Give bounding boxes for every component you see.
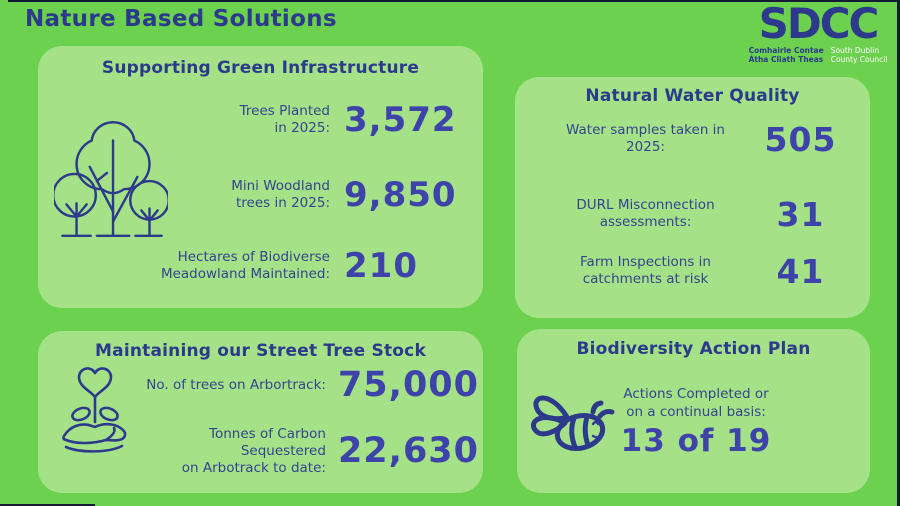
stat-farm-inspections: Farm Inspections in catchments at risk 4… (543, 245, 855, 297)
card-title: Biodiversity Action Plan (576, 339, 811, 359)
plant-in-hand-icon (62, 367, 127, 453)
sdcc-logo-irish-name: Comhairle Contae Átha Cliath Theas (748, 46, 824, 64)
page-title: Nature Based Solutions (25, 6, 337, 32)
card-title: Maintaining our Street Tree Stock (95, 341, 426, 361)
stat-label: Water samples taken in 2025: (566, 122, 725, 155)
stat-label: DURL Misconnection assessments: (576, 197, 715, 230)
card-title: Natural Water Quality (585, 86, 800, 106)
stat-water-samples: Water samples taken in 2025: 505 (543, 113, 855, 165)
stat-value: 31 (776, 194, 825, 234)
stat-value: 505 (764, 119, 837, 159)
stat-durl-misconnection: DURL Misconnection assessments: 31 (543, 188, 855, 240)
card-green-infrastructure: Supporting Green Infrastructure Trees Pl… (38, 46, 483, 308)
stat-value: 9,850 (344, 175, 457, 215)
stat-label: Actions Completed or on a continual basi… (623, 386, 769, 420)
screen-edge-artifact-top (8, 0, 900, 2)
stat-arbortrack-trees: No. of trees on Arbortrack: 75,000 (127, 357, 479, 413)
sdcc-logo-acronym: SDCC (758, 0, 880, 48)
stat-trees-planted: Trees Planted in 2025: 3,572 (134, 92, 476, 148)
card-title: Supporting Green Infrastructure (101, 58, 420, 78)
stat-mini-woodland-trees: Mini Woodland trees in 2025: 9,850 (134, 167, 476, 223)
stat-meadowland-hectares: Hectares of Biodiverse Meadowland Mainta… (134, 238, 476, 294)
screen-edge-artifact-bottom (0, 504, 95, 506)
stat-value: 3,572 (344, 100, 457, 140)
stat-value: 41 (776, 251, 825, 291)
stat-label: Hectares of Biodiverse Meadowland Mainta… (160, 249, 330, 282)
card-street-tree-stock: Maintaining our Street Tree Stock No. of… (38, 331, 483, 493)
stat-label: Mini Woodland trees in 2025: (231, 178, 330, 211)
card-natural-water-quality: Natural Water Quality Water samples take… (515, 77, 870, 318)
card-biodiversity-action-plan: Biodiversity Action Plan Actions Complet… (517, 329, 870, 493)
stat-value: 22,630 (337, 431, 479, 471)
sdcc-logo: SDCC Comhairle Contae Átha Cliath Theas … (748, 0, 888, 65)
sdcc-logo-subtext: Comhairle Contae Átha Cliath Theas South… (748, 46, 888, 64)
stat-value: 210 (344, 246, 418, 286)
trees-icon (54, 121, 168, 238)
stat-value: 13 of 19 (620, 423, 772, 459)
stat-carbon-sequestered: Tonnes of Carbon Sequestered on Arbotrac… (127, 423, 479, 479)
bee-icon (531, 395, 615, 451)
stat-label: Farm Inspections in catchments at risk (580, 254, 711, 287)
stat-label: No. of trees on Arbortrack: (146, 376, 326, 393)
stat-label: Trees Planted in 2025: (239, 103, 330, 136)
screen-edge-artifact-right (897, 0, 900, 506)
sdcc-logo-english-name: South Dublin County Council (830, 46, 888, 64)
stat-value: 75,000 (337, 365, 479, 405)
stat-label: Tonnes of Carbon Sequestered on Arbotrac… (181, 425, 326, 476)
